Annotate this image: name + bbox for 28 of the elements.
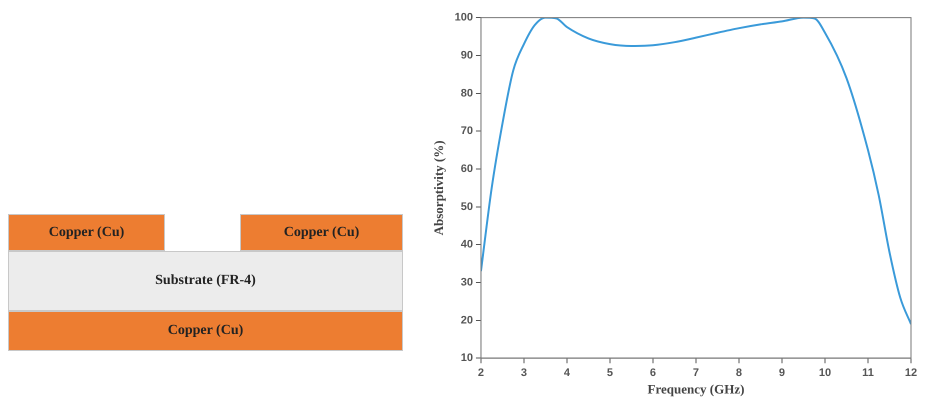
y-tick-label: 90 xyxy=(460,49,473,62)
copper-layer: Copper (Cu) xyxy=(8,311,403,351)
y-tick-label: 20 xyxy=(460,314,473,326)
y-tick-label: 80 xyxy=(460,87,473,100)
substrate-layer: Substrate (FR-4) xyxy=(8,251,403,311)
copper-layer: Copper (Cu) xyxy=(8,214,165,251)
x-tick-label: 10 xyxy=(818,366,832,379)
y-tick-label: 40 xyxy=(460,238,473,251)
line-series xyxy=(480,18,911,326)
x-tick-label: 4 xyxy=(564,366,571,379)
copper-layer: Copper (Cu) xyxy=(240,214,403,251)
x-tick-label: 6 xyxy=(650,366,656,379)
y-tick-label: 30 xyxy=(460,276,473,289)
x-tick-label: 12 xyxy=(904,366,918,379)
y-axis-title: Absorptivity (%) xyxy=(431,140,446,236)
x-axis-title: Frequency (GHz) xyxy=(648,382,744,397)
x-tick-label: 7 xyxy=(692,366,700,379)
x-tick-label: 8 xyxy=(736,366,742,379)
y-tick-label: 60 xyxy=(460,163,473,176)
x-tick-label: 9 xyxy=(778,366,786,379)
x-tick-label: 11 xyxy=(862,366,874,379)
x-tick-label: 2 xyxy=(478,366,484,379)
y-tick-label: 70 xyxy=(460,125,473,138)
y-tick-label: 100 xyxy=(454,12,473,24)
y-tick-label: 10 xyxy=(460,352,473,364)
y-tick-label: 50 xyxy=(460,200,473,213)
x-tick-label: 5 xyxy=(606,366,614,379)
x-tick-label: 3 xyxy=(520,366,528,379)
